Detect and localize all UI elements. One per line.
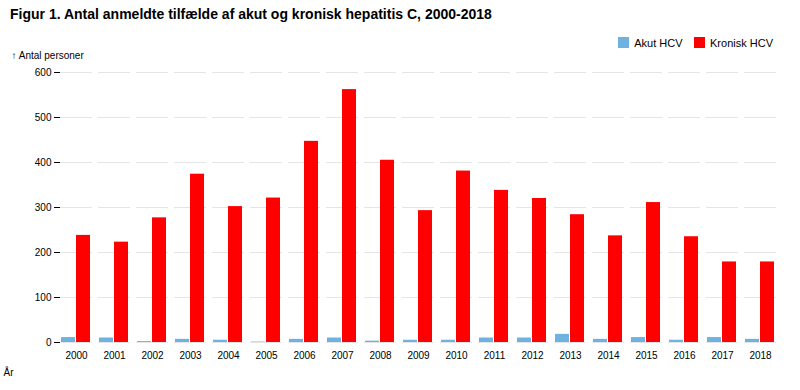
svg-text:2003: 2003 [179, 350, 202, 361]
svg-text:2007: 2007 [331, 350, 354, 361]
svg-text:2015: 2015 [635, 350, 658, 361]
svg-text:200: 200 [35, 247, 52, 258]
svg-text:400: 400 [35, 157, 52, 168]
svg-text:500: 500 [35, 112, 52, 123]
html-text:Kronisk HCV: Kronisk HCV [710, 36, 773, 49]
svg-text:↑ Antal personer: ↑ Antal personer [12, 50, 85, 61]
svg-text:0: 0 [46, 337, 52, 348]
html-text:Figur 1. Antal anmeldte tilfæl: Figur 1. Antal anmeldte tilfælde af akut… [10, 6, 492, 22]
svg-text:2005: 2005 [255, 350, 278, 361]
svg-text:2011: 2011 [484, 350, 506, 361]
svg-text:2016: 2016 [673, 350, 696, 361]
svg-text:2017: 2017 [711, 350, 734, 361]
svg-text:2010: 2010 [445, 350, 468, 361]
svg-text:2014: 2014 [597, 350, 620, 361]
svg-text:600: 600 [35, 67, 52, 78]
svg-text:2009: 2009 [407, 350, 430, 361]
svg-text:2000: 2000 [65, 350, 88, 361]
svg-text:2004: 2004 [217, 350, 240, 361]
svg-text:2006: 2006 [293, 350, 316, 361]
html-text:Akut HCV: Akut HCV [634, 36, 683, 49]
svg-text:100: 100 [35, 292, 52, 303]
svg-text:År: År [4, 366, 15, 378]
svg-text:2001: 2001 [103, 350, 126, 361]
svg-text:2002: 2002 [141, 350, 164, 361]
svg-text:2013: 2013 [559, 350, 582, 361]
svg-text:2018: 2018 [749, 350, 772, 361]
svg-text:300: 300 [35, 202, 52, 213]
svg-text:2008: 2008 [369, 350, 392, 361]
svg-text:2012: 2012 [521, 350, 544, 361]
